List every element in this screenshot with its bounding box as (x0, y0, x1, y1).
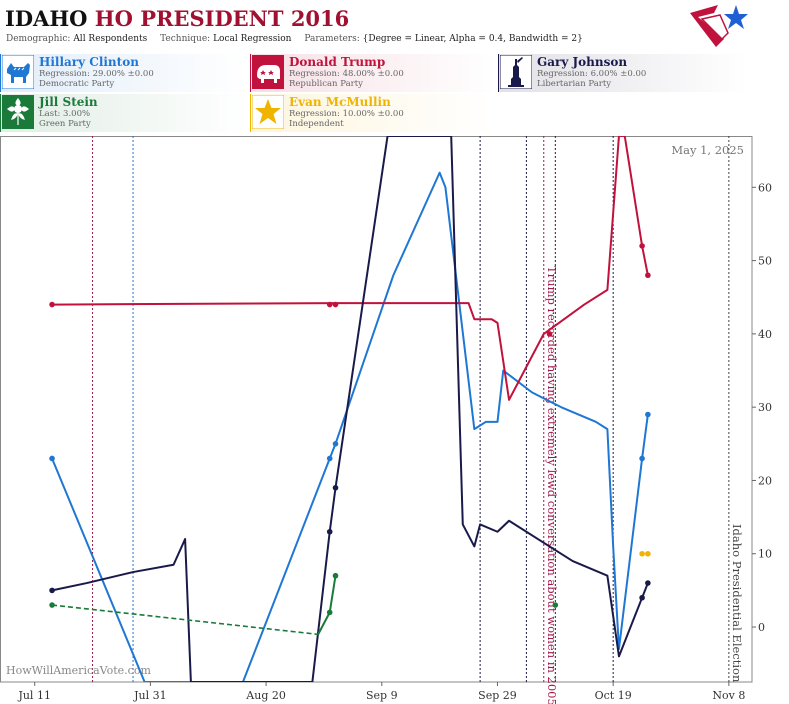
parameters-label: Parameters: (304, 34, 360, 44)
candidate-stat: Last: 3.00% (39, 109, 91, 119)
series-point-hillary-clinton (645, 411, 651, 418)
series-point-jill-stein (326, 609, 333, 616)
candidate-party: Independent (289, 119, 344, 129)
series-point-jill-stein (552, 602, 559, 608)
title-rest: HO PRESIDENT 2016 (94, 6, 350, 31)
y-tick-label: 50 (758, 255, 772, 268)
candidate-party: Republican Party (289, 79, 363, 89)
series-point-donald-trump (326, 301, 333, 308)
donkey-icon (2, 55, 34, 89)
series-point-jill-stein (332, 572, 339, 579)
x-tick-label: Jul 11 (17, 689, 51, 702)
candidate-card-gary-johnson: Gary Johnson Regression: 6.00% ±0.00 Lib… (498, 54, 748, 92)
x-tick-label: Nov 8 (712, 689, 745, 702)
star-icon (252, 95, 284, 129)
candidate-name: Donald Trump (289, 55, 386, 69)
poll-chart: Trump recorded having extremely lewd con… (0, 136, 772, 704)
technique-value: Local Regression (213, 34, 292, 44)
series-point-hillary-clinton (49, 455, 55, 462)
green-flower-icon (2, 95, 34, 129)
candidate-stat: Regression: 29.00% ±0.00 (39, 69, 154, 79)
demographic-value: All Respondents (73, 34, 148, 44)
series-point-donald-trump (332, 301, 339, 308)
series-point-hillary-clinton (639, 455, 645, 462)
series-line-gary-johnson (51, 136, 649, 682)
series-point-gary-johnson (49, 587, 55, 594)
candidate-name: Hillary Clinton (39, 55, 139, 69)
x-tick-label: Aug 20 (245, 689, 286, 702)
candidate-stat: Regression: 10.00% ±0.00 (289, 109, 404, 119)
candidate-card-hillary-clinton: Hillary Clinton Regression: 29.00% ±0.00… (0, 54, 248, 92)
series-point-donald-trump (49, 301, 55, 308)
parameters-line: Demographic: All Respondents Technique: … (6, 34, 583, 44)
x-tick-label: Jul 31 (133, 689, 167, 702)
series-point-donald-trump (639, 243, 645, 249)
demographic-label: Demographic: (6, 34, 71, 44)
x-tick-label: Sep 9 (366, 689, 398, 702)
date-label: May 1, 2025 (671, 143, 744, 157)
x-tick-label: Sep 29 (478, 689, 517, 702)
series-group (49, 136, 651, 682)
y-tick-label: 40 (758, 328, 772, 341)
series-point-gary-johnson (332, 484, 339, 491)
candidate-stat: Regression: 6.00% ±0.00 (537, 69, 647, 79)
series-point-evan-mcmullin (639, 550, 645, 557)
series-point-hillary-clinton (326, 455, 333, 462)
annotation-label: Trump recorded having extremely lewd con… (545, 266, 559, 704)
series-point-donald-trump (546, 331, 553, 337)
series-line-jill-stein (51, 604, 319, 636)
y-tick-label: 60 (758, 181, 772, 194)
x-tick-label: Oct 19 (595, 689, 632, 702)
candidate-party: Green Party (39, 119, 91, 129)
candidate-card-evan-mcmullin: Evan McMullin Regression: 10.00% ±0.00 I… (250, 94, 496, 132)
candidate-legend: Hillary Clinton Regression: 29.00% ±0.00… (0, 54, 750, 134)
series-point-hillary-clinton (332, 441, 339, 447)
series-point-gary-johnson (326, 528, 333, 535)
candidate-party: Libertarian Party (537, 79, 612, 89)
candidate-card-donald-trump: Donald Trump Regression: 48.00% ±0.00 Re… (250, 54, 496, 92)
elephant-icon (252, 55, 284, 89)
watermark: HowWillAmericaVote.com (6, 664, 151, 677)
candidate-name: Evan McMullin (289, 95, 391, 109)
annotation-label: Idaho Presidential Election (730, 524, 744, 683)
series-point-gary-johnson (645, 580, 651, 586)
site-logo-icon (690, 5, 748, 47)
chart-header: IDAHO HO PRESIDENT 2016 Demographic: All… (0, 0, 750, 52)
candidate-name: Gary Johnson (537, 55, 628, 69)
candidate-stat: Regression: 48.00% ±0.00 (289, 69, 404, 79)
parameters-value: {Degree = Linear, Alpha = 0.4, Bandwidth… (362, 34, 583, 44)
y-tick-label: 30 (758, 401, 772, 414)
candidate-card-jill-stein: Jill Stein Last: 3.00% Green Party (0, 94, 248, 132)
y-tick-label: 10 (758, 548, 772, 561)
page-title: IDAHO HO PRESIDENT 2016 (5, 6, 349, 31)
series-line-donald-trump (52, 136, 649, 401)
series-point-jill-stein (49, 602, 55, 608)
candidate-party: Democratic Party (39, 79, 115, 89)
y-tick-label: 0 (758, 621, 765, 634)
series-point-evan-mcmullin (645, 550, 651, 557)
title-state: IDAHO (5, 6, 88, 31)
candidate-name: Jill Stein (39, 95, 98, 109)
technique-label: Technique: (160, 34, 211, 44)
series-point-gary-johnson (639, 594, 645, 601)
series-point-donald-trump (645, 272, 651, 279)
y-tick-label: 20 (758, 474, 772, 487)
statue-of-liberty-icon (500, 55, 532, 89)
